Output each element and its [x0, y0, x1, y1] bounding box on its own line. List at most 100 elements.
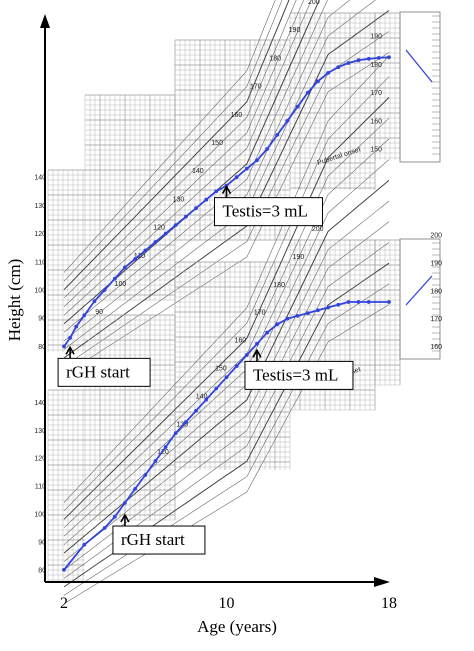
right-scale: 200 190 180 170 160 — [430, 233, 442, 352]
data-point — [68, 336, 72, 340]
end-segment-bottom — [405, 275, 433, 306]
data-point — [316, 308, 320, 313]
percentile-curve — [63, 0, 320, 325]
panel-top-grid — [47, 11, 441, 352]
percentile-curve — [63, 117, 390, 529]
inner-scale-label: 170 — [254, 310, 266, 317]
data-point — [153, 240, 158, 244]
series-layer — [62, 49, 433, 572]
data-point — [204, 397, 209, 402]
data-point — [265, 147, 269, 151]
right-scale-label: 200 — [430, 233, 442, 240]
annotation-box — [112, 525, 206, 555]
left-scale-label: 80 — [38, 567, 46, 574]
inner-scale-label: 150 — [215, 366, 227, 373]
y-axis-label: Height (cm) — [5, 259, 24, 342]
percentile-curve — [63, 200, 390, 562]
left-scale-label: 130 — [34, 428, 46, 435]
series-line-top — [63, 56, 390, 347]
left-scale-label: 100 — [34, 512, 46, 519]
percentile-curve — [63, 0, 297, 299]
data-point — [285, 118, 290, 123]
left-scale-label: 90 — [38, 316, 46, 323]
right-scale-label: 180 — [370, 62, 382, 69]
percentile-curve — [63, 0, 276, 273]
data-point — [305, 311, 310, 315]
percentile-curve — [63, 304, 390, 604]
data-point — [356, 300, 361, 304]
data-point — [224, 375, 229, 380]
data-point — [244, 166, 249, 171]
annotation-arrow-head — [65, 345, 75, 355]
data-point — [82, 542, 87, 547]
data-point — [234, 175, 239, 180]
left-scale-label: 110 — [35, 259, 46, 266]
data-point — [285, 316, 290, 321]
annotation-box — [214, 197, 323, 227]
percentile-curve — [63, 97, 390, 520]
y-axis-arrow — [40, 14, 50, 28]
data-point — [255, 158, 259, 163]
data-point — [387, 300, 391, 304]
data-point — [346, 300, 351, 304]
data-point — [194, 206, 198, 211]
percentile-curve — [63, 76, 390, 512]
data-point — [62, 567, 66, 572]
annotation-layer: Testis=3 mL rGH start Testis=3 mL rGH start — [57, 185, 354, 555]
inner-scale-label: 160 — [235, 338, 247, 345]
inner-scale-label: 160 — [231, 112, 243, 119]
annotation-box — [244, 360, 354, 390]
right-scale: 190 180 170 160 150 — [370, 34, 382, 154]
percentile-curve — [63, 138, 390, 537]
percentile-curve — [63, 0, 290, 291]
inner-scale-label: 180 — [269, 55, 281, 62]
data-point — [112, 514, 117, 519]
data-point — [234, 364, 239, 368]
end-segment-top — [405, 49, 433, 83]
top-growth-chart-background: 140 130 120 110 100 90 80 200 190 180 170 160 150 140… — [34, 0, 441, 376]
annotation-label: rGH start — [121, 530, 185, 549]
annotation-label: rGH start — [66, 362, 130, 381]
bottom-growth-chart-background: 140 130 120 110 100 90 80 200 190 180 170 160 150 140… — [34, 55, 442, 604]
left-scale-label: 100 — [34, 287, 46, 294]
annotation-arrow-head — [221, 185, 232, 195]
data-point — [305, 90, 310, 95]
percentile-curve — [63, 283, 390, 596]
left-scale: 140 130 120 110 100 90 80 — [34, 175, 46, 351]
data-point — [214, 189, 219, 194]
data-point — [133, 487, 138, 491]
data-point — [366, 300, 371, 304]
right-scale-label: 190 — [370, 34, 382, 41]
data-point — [92, 299, 97, 304]
right-scale-label: 190 — [430, 260, 442, 267]
data-point — [153, 459, 158, 463]
right-scale-label: 170 — [430, 316, 442, 323]
data-point — [265, 330, 269, 335]
data-point — [102, 526, 107, 530]
data-point — [204, 197, 209, 202]
inner-scale-label: 90 — [95, 309, 103, 316]
data-point — [336, 65, 341, 70]
percentile-curve — [63, 10, 390, 359]
data-point — [387, 55, 391, 60]
data-point — [133, 257, 138, 261]
x-axis-arrow — [374, 577, 390, 587]
data-point — [163, 445, 168, 449]
x-tick-label: 18 — [381, 595, 397, 612]
left-scale-label: 90 — [38, 539, 46, 546]
data-point — [244, 353, 249, 357]
percentile-curve — [63, 55, 390, 503]
inner-scale-label: 200 — [308, 0, 320, 6]
data-point — [123, 265, 127, 270]
right-scale-label: 160 — [430, 344, 442, 351]
data-point — [336, 302, 341, 307]
percentile-curves — [63, 55, 390, 604]
data-point — [194, 408, 198, 413]
data-point — [326, 71, 330, 75]
data-point — [366, 56, 371, 61]
inner-scale-label: 120 — [153, 225, 165, 232]
x-axis-label: Age (years) — [197, 617, 277, 636]
data-point — [316, 79, 320, 84]
